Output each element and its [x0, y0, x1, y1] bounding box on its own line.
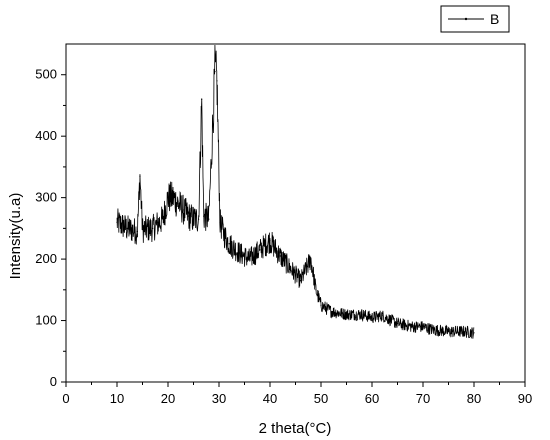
series-line-b: [116, 45, 475, 339]
y-tick-label: 0: [50, 374, 57, 389]
x-axis-title: 2 theta(°C): [259, 420, 332, 437]
data-point: [320, 304, 322, 306]
x-axis-ticks: [65, 382, 526, 387]
x-tick-label: 30: [212, 391, 226, 406]
data-point: [447, 331, 450, 333]
data-point: [289, 267, 291, 269]
x-tick-label: 40: [263, 391, 277, 406]
y-axis-ticks: [61, 74, 66, 383]
data-point: [300, 280, 302, 282]
data-point: [259, 249, 261, 251]
x-tick-label: 80: [467, 391, 481, 406]
data-point: [162, 218, 164, 220]
data-point: [238, 252, 240, 254]
x-tick-label: 0: [62, 391, 69, 406]
data-point: [139, 175, 141, 177]
legend-marker: [464, 17, 468, 21]
y-tick-label: 500: [35, 67, 57, 82]
x-tick-label: 50: [314, 391, 328, 406]
data-point: [361, 313, 363, 315]
data-point: [412, 326, 414, 328]
data-point: [432, 329, 434, 331]
data-point: [473, 332, 475, 334]
data-point: [182, 209, 184, 211]
data-point: [219, 221, 221, 223]
x-tick-label: 90: [518, 391, 532, 406]
data-point: [203, 215, 205, 217]
data-point: [223, 233, 225, 236]
y-tick-label: 400: [35, 128, 57, 143]
data-point: [279, 255, 281, 257]
legend: B: [440, 5, 510, 33]
data-point: [201, 98, 203, 100]
data-point: [136, 230, 138, 233]
data-point: [249, 258, 251, 260]
data-point: [371, 316, 373, 319]
x-tick-label: 20: [161, 391, 175, 406]
data-point: [381, 315, 383, 317]
data-point: [214, 71, 216, 73]
data-point: [192, 218, 195, 220]
y-tick-label: 300: [35, 190, 57, 205]
data-point: [208, 218, 210, 220]
x-tick-label: 10: [110, 391, 124, 406]
data-point: [187, 215, 189, 217]
data-point: [198, 218, 200, 220]
x-tick-label: 60: [365, 391, 379, 406]
data-point: [126, 227, 128, 229]
legend-label-b: B: [490, 11, 499, 27]
data-point: [116, 221, 118, 223]
data-point: [269, 240, 271, 242]
data-point: [422, 326, 424, 328]
x-tick-label: 70: [416, 391, 430, 406]
x-axis-tick-labels: 0 10 20 30 40 50 60 70 80 90: [62, 391, 532, 406]
y-axis-tick-labels: 0 100 200 300 400 500: [35, 67, 57, 389]
data-point: [310, 258, 312, 260]
y-tick-label: 100: [35, 313, 57, 328]
data-point: [463, 331, 465, 333]
data-point: [141, 228, 144, 231]
data-point: [216, 80, 218, 82]
data-point: [177, 203, 179, 205]
data-point: [167, 197, 169, 199]
data-point: [152, 227, 154, 229]
series-layer: [116, 45, 475, 339]
y-axis-title: Intensity(u.a): [7, 193, 24, 280]
data-point: [345, 313, 348, 315]
data-point: [228, 243, 230, 245]
data-point: [396, 323, 399, 325]
data-point: [172, 197, 174, 199]
data-point: [315, 289, 317, 291]
data-point: [330, 310, 332, 312]
y-tick-label: 200: [35, 251, 57, 266]
